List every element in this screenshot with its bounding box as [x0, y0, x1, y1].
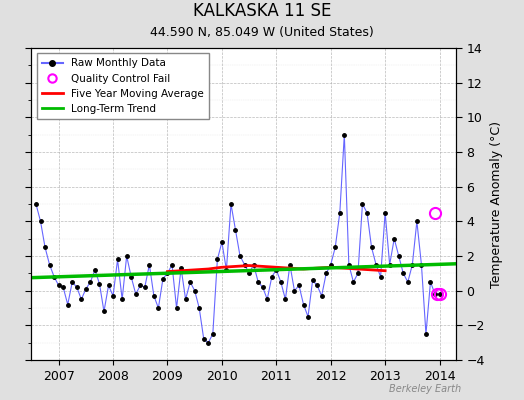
Text: KALKASKA 11 SE: KALKASKA 11 SE	[193, 2, 331, 20]
Text: 44.590 N, 85.049 W (United States): 44.590 N, 85.049 W (United States)	[150, 26, 374, 39]
Y-axis label: Temperature Anomaly (°C): Temperature Anomaly (°C)	[490, 120, 503, 288]
Legend: Raw Monthly Data, Quality Control Fail, Five Year Moving Average, Long-Term Tren: Raw Monthly Data, Quality Control Fail, …	[37, 53, 209, 119]
Text: Berkeley Earth: Berkeley Earth	[389, 384, 461, 394]
